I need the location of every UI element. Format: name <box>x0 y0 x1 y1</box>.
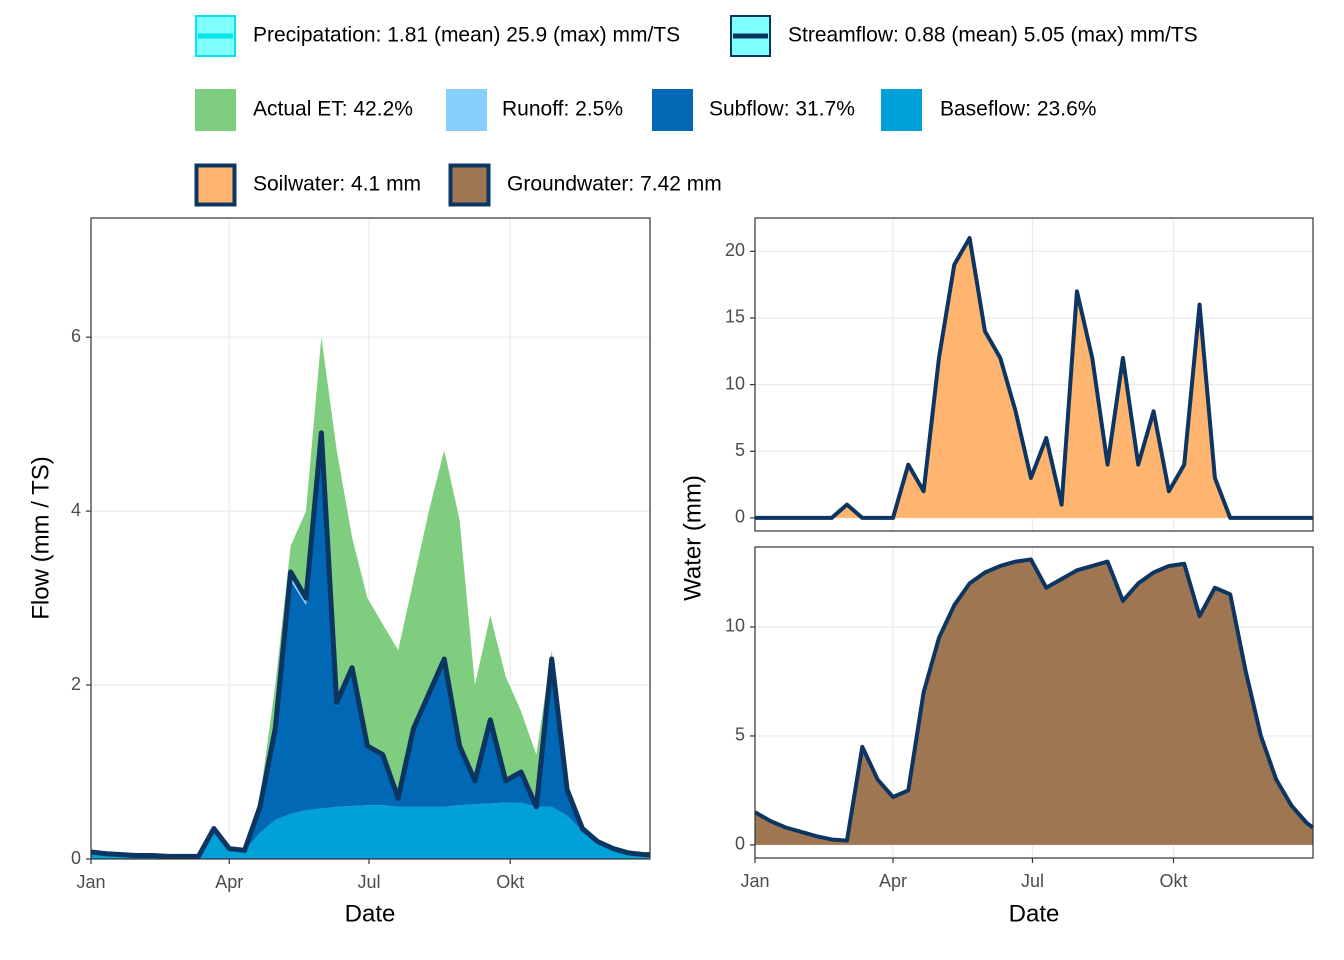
panel-border <box>90 217 651 860</box>
legend-key <box>446 89 487 131</box>
area <box>755 237 1313 518</box>
legend-label: Subflow: 31.7% <box>709 98 855 121</box>
x-tick-label: Jan <box>76 872 105 892</box>
x-tick-label: Okt <box>1159 871 1187 891</box>
y-tick-label: 5 <box>735 725 745 745</box>
y-tick-label: 6 <box>71 326 81 346</box>
line <box>754 557 1315 843</box>
y-tick-label: 2 <box>71 674 81 694</box>
legend-label: Runoff: 2.5% <box>502 98 623 121</box>
y-tick-label: 20 <box>725 240 745 260</box>
line <box>755 235 1313 520</box>
legend-label: Actual ET: 42.2% <box>253 98 413 121</box>
area <box>91 445 650 857</box>
panel-border <box>754 217 1314 532</box>
legend-label: Groundwater: 7.42 mm <box>507 173 722 196</box>
legend-label: Soilwater: 4.1 mm <box>253 173 421 196</box>
legend-label: Streamflow: 0.88 (mean) 5.05 (max) mm/TS <box>788 24 1198 47</box>
legend-key <box>652 89 693 131</box>
y-tick-label: 0 <box>735 507 745 527</box>
legend-key <box>195 89 236 131</box>
legend-label: Precipatation: 1.81 (mean) 25.9 (max) mm… <box>253 24 680 47</box>
y-tick-label: 10 <box>725 373 745 393</box>
area <box>91 337 650 857</box>
y-tick-label: 0 <box>735 834 745 854</box>
panel-border <box>754 546 1314 859</box>
y-axis-label: Flow (mm / TS) <box>27 456 54 620</box>
legend-key <box>194 163 237 207</box>
y-tick-label: 10 <box>725 616 745 636</box>
x-axis-label: Date <box>1009 900 1060 927</box>
y-axis-label: Water (mm) <box>679 475 706 601</box>
x-tick-label: Jan <box>740 871 769 891</box>
area <box>755 559 1313 845</box>
legend-label: Baseflow: 23.6% <box>940 98 1096 121</box>
area <box>91 802 650 859</box>
x-tick-label: Apr <box>215 872 243 892</box>
y-tick-label: 15 <box>725 307 745 327</box>
y-tick-label: 4 <box>71 500 81 520</box>
y-tick-label: 0 <box>71 848 81 868</box>
x-axis-label: Date <box>345 900 396 927</box>
legend-key <box>881 89 922 131</box>
legend-key <box>448 163 491 207</box>
line <box>90 430 650 859</box>
x-tick-label: Okt <box>496 872 524 892</box>
x-tick-label: Apr <box>879 871 907 891</box>
y-tick-label: 5 <box>735 440 745 460</box>
x-tick-label: Jul <box>357 872 380 892</box>
x-tick-label: Jul <box>1021 871 1044 891</box>
